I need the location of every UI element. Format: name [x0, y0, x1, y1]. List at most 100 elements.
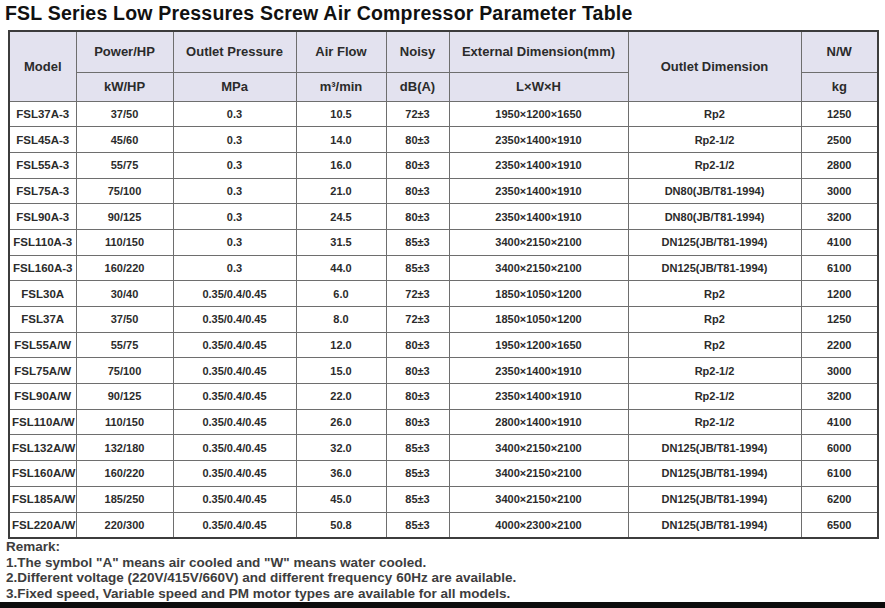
cell-power: 132/180 — [76, 435, 173, 461]
cell-airflow: 10.5 — [296, 101, 386, 127]
remark-title: Remark: — [6, 539, 516, 555]
col-header-model: Model — [9, 31, 76, 101]
cell-dimension: 2350×1400×1910 — [449, 358, 628, 384]
cell-pressure: 0.35/0.4/0.45 — [173, 512, 296, 538]
col-header-airflow: Air Flow — [296, 31, 386, 72]
cell-pressure: 0.35/0.4/0.45 — [173, 358, 296, 384]
cell-power: 185/250 — [76, 486, 173, 512]
cell-dimension: 2350×1400×1910 — [449, 152, 628, 178]
cell-dimension: 3400×2150×2100 — [449, 486, 628, 512]
cell-pressure: 0.35/0.4/0.45 — [173, 307, 296, 333]
cell-power: 75/100 — [76, 178, 173, 204]
cell-nw: 4100 — [801, 409, 878, 435]
table-row: FSL90A-390/1250.324.580±32350×1400×1910D… — [9, 204, 878, 230]
cell-dimension: 2350×1400×1910 — [449, 384, 628, 410]
cell-power: 45/60 — [76, 127, 173, 153]
cell-outlet: DN80(JB/T81-1994) — [628, 178, 801, 204]
cell-noisy: 85±3 — [386, 229, 449, 255]
table-row: FSL220A/W220/3000.35/0.4/0.4550.885±3400… — [9, 512, 878, 538]
cell-model: FSL90A/W — [9, 384, 76, 410]
cell-airflow: 22.0 — [296, 384, 386, 410]
cell-noisy: 72±3 — [386, 101, 449, 127]
cell-dimension: 2350×1400×1910 — [449, 178, 628, 204]
cell-noisy: 85±3 — [386, 255, 449, 281]
table-row: FSL185A/W185/2500.35/0.4/0.4545.085±3340… — [9, 486, 878, 512]
cell-model: FSL160A/W — [9, 461, 76, 487]
cell-pressure: 0.3 — [173, 229, 296, 255]
cell-pressure: 0.35/0.4/0.45 — [173, 281, 296, 307]
bottom-bar — [0, 602, 885, 608]
cell-outlet: Rp2-1/2 — [628, 127, 801, 153]
table-body: FSL37A-337/500.310.572±31950×1200×1650Rp… — [9, 101, 878, 538]
col-unit-airflow: m³/min — [296, 72, 386, 101]
cell-airflow: 15.0 — [296, 358, 386, 384]
cell-pressure: 0.35/0.4/0.45 — [173, 486, 296, 512]
cell-nw: 2200 — [801, 332, 878, 358]
col-header-nw: N/W — [801, 31, 878, 72]
cell-power: 37/50 — [76, 307, 173, 333]
cell-pressure: 0.3 — [173, 178, 296, 204]
cell-outlet: Rp2-1/2 — [628, 152, 801, 178]
table-row: FSL55A-355/750.316.080±32350×1400×1910Rp… — [9, 152, 878, 178]
cell-airflow: 14.0 — [296, 127, 386, 153]
cell-outlet: DN125(JB/T81-1994) — [628, 435, 801, 461]
cell-dimension: 2350×1400×1910 — [449, 204, 628, 230]
cell-pressure: 0.35/0.4/0.45 — [173, 461, 296, 487]
cell-dimension: 4000×2300×2100 — [449, 512, 628, 538]
cell-power: 160/220 — [76, 461, 173, 487]
cell-airflow: 32.0 — [296, 435, 386, 461]
col-header-pressure: Outlet Pressure — [173, 31, 296, 72]
cell-model: FSL160A-3 — [9, 255, 76, 281]
cell-nw: 6500 — [801, 512, 878, 538]
cell-noisy: 80±3 — [386, 152, 449, 178]
cell-noisy: 72±3 — [386, 281, 449, 307]
cell-nw: 1250 — [801, 101, 878, 127]
col-header-dimension: External Dimension(mm) — [449, 31, 628, 72]
cell-pressure: 0.3 — [173, 127, 296, 153]
cell-nw: 4100 — [801, 229, 878, 255]
col-header-power: Power/HP — [76, 31, 173, 72]
cell-noisy: 85±3 — [386, 512, 449, 538]
remark-block: Remark: 1.The symbol "A" means air coole… — [6, 539, 516, 601]
parameter-table: Model Power/HP Outlet Pressure Air Flow … — [8, 30, 879, 539]
cell-airflow: 8.0 — [296, 307, 386, 333]
cell-airflow: 44.0 — [296, 255, 386, 281]
remark-line-1: 1.The symbol "A" means air cooled and "W… — [6, 555, 516, 571]
cell-nw: 6200 — [801, 486, 878, 512]
cell-noisy: 85±3 — [386, 486, 449, 512]
table-row: FSL132A/W132/1800.35/0.4/0.4532.085±3340… — [9, 435, 878, 461]
cell-nw: 3000 — [801, 358, 878, 384]
cell-airflow: 31.5 — [296, 229, 386, 255]
col-unit-dimension: L×W×H — [449, 72, 628, 101]
table-row: FSL160A/W160/2200.35/0.4/0.4536.085±3340… — [9, 461, 878, 487]
cell-pressure: 0.3 — [173, 101, 296, 127]
cell-dimension: 3400×2150×2100 — [449, 255, 628, 281]
cell-pressure: 0.3 — [173, 255, 296, 281]
cell-model: FSL55A/W — [9, 332, 76, 358]
cell-nw: 6100 — [801, 255, 878, 281]
cell-outlet: Rp2-1/2 — [628, 409, 801, 435]
cell-model: FSL185A/W — [9, 486, 76, 512]
page-title: FSL Series Low Pressures Screw Air Compr… — [5, 2, 632, 25]
cell-outlet: DN125(JB/T81-1994) — [628, 512, 801, 538]
table-row: FSL45A-345/600.314.080±32350×1400×1910Rp… — [9, 127, 878, 153]
cell-model: FSL45A-3 — [9, 127, 76, 153]
table-row: FSL160A-3160/2200.344.085±33400×2150×210… — [9, 255, 878, 281]
cell-model: FSL75A/W — [9, 358, 76, 384]
cell-outlet: Rp2-1/2 — [628, 384, 801, 410]
cell-dimension: 1950×1200×1650 — [449, 332, 628, 358]
cell-noisy: 72±3 — [386, 307, 449, 333]
table-row: FSL30A30/400.35/0.4/0.456.072±31850×1050… — [9, 281, 878, 307]
cell-outlet: DN125(JB/T81-1994) — [628, 486, 801, 512]
cell-airflow: 6.0 — [296, 281, 386, 307]
remark-line-2: 2.Different voltage (220V/415V/660V) and… — [6, 570, 516, 586]
cell-nw: 2500 — [801, 127, 878, 153]
cell-nw: 3000 — [801, 178, 878, 204]
cell-dimension: 3400×2150×2100 — [449, 229, 628, 255]
cell-model: FSL55A-3 — [9, 152, 76, 178]
table-row: FSL37A-337/500.310.572±31950×1200×1650Rp… — [9, 101, 878, 127]
cell-power: 90/125 — [76, 384, 173, 410]
table-row: FSL75A-375/1000.321.080±32350×1400×1910D… — [9, 178, 878, 204]
cell-model: FSL37A-3 — [9, 101, 76, 127]
cell-model: FSL30A — [9, 281, 76, 307]
